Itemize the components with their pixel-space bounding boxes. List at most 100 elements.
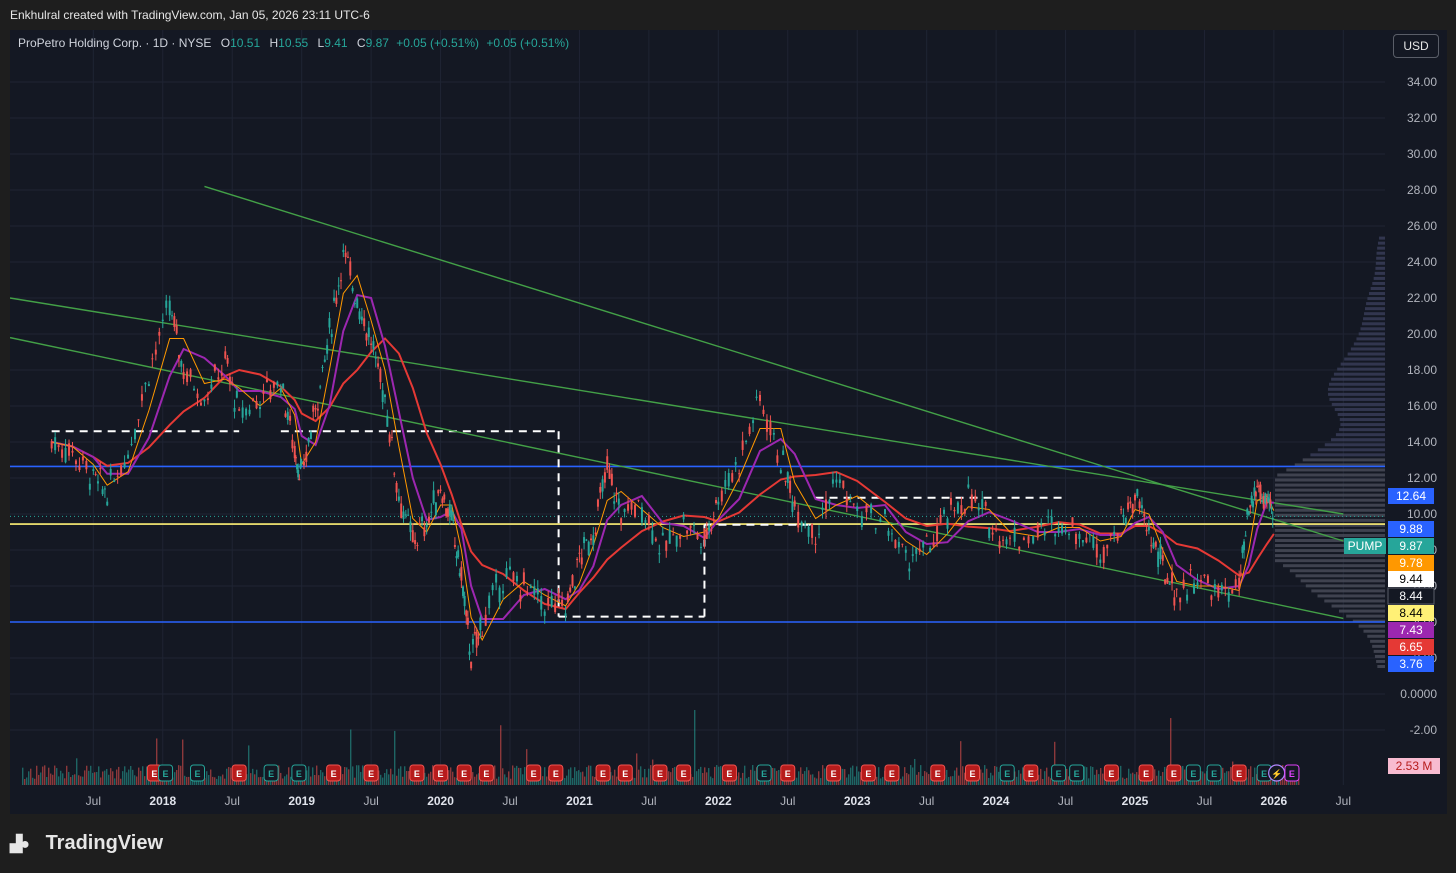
- candle-body: [800, 521, 803, 527]
- volume-bar: [378, 770, 380, 785]
- candle-body: [462, 586, 465, 596]
- volume-bar: [844, 769, 846, 785]
- volume-bar: [988, 777, 990, 785]
- candle-body: [630, 502, 633, 510]
- price-badge: [1388, 488, 1434, 504]
- candle-body: [416, 545, 419, 547]
- candle-body: [64, 447, 67, 463]
- volume-bar: [966, 778, 968, 785]
- candle-body: [57, 445, 60, 448]
- volume-bar: [358, 765, 360, 785]
- candle-body: [529, 585, 532, 589]
- candle-body: [887, 530, 890, 536]
- candle-body: [838, 479, 841, 484]
- volume-bar: [882, 776, 884, 785]
- volume-bar: [960, 741, 962, 785]
- y-tick-label: 0.0000: [1400, 687, 1437, 701]
- currency-button[interactable]: USD: [1393, 34, 1439, 58]
- candle-body: [620, 518, 623, 525]
- candle-body: [1220, 584, 1223, 591]
- volume-bar: [1134, 774, 1136, 785]
- candle-body: [393, 473, 396, 475]
- candle-body: [326, 345, 329, 354]
- candle-body: [627, 504, 630, 511]
- symbol-title[interactable]: ProPetro Holding Corp. · 1D · NYSE: [18, 36, 212, 50]
- volume-bar: [774, 768, 776, 785]
- volume-bar: [188, 776, 190, 785]
- chart-panel[interactable]: 34.00 32.00 30.00 28.00 26.00 24.00 22.00 20.00…: [10, 30, 1447, 814]
- volume-bar: [164, 778, 166, 785]
- candle-body: [911, 554, 914, 556]
- volume-bar: [398, 768, 400, 785]
- volume-bar: [114, 778, 116, 785]
- candle-body: [321, 366, 324, 368]
- volume-bar: [122, 771, 124, 785]
- candle-body: [755, 396, 758, 398]
- candle-body: [592, 535, 595, 546]
- volume-bar: [260, 776, 262, 785]
- volume-bar: [262, 777, 264, 785]
- candle-body: [74, 460, 77, 465]
- volume-bar: [1130, 773, 1132, 785]
- candle-body: [360, 316, 363, 321]
- volume-bar: [82, 776, 84, 785]
- candle-body: [439, 489, 442, 491]
- candle-body: [821, 507, 824, 510]
- price-badge: [1388, 538, 1434, 554]
- tradingview-logo[interactable]: ▟● TradingView: [10, 832, 163, 855]
- volume-bar: [1032, 778, 1034, 785]
- volume-bar: [878, 767, 880, 785]
- candle-body: [1054, 534, 1057, 537]
- volume-profile-bar: [1377, 246, 1385, 250]
- candle-body: [608, 469, 611, 479]
- earnings-event-icon: [456, 764, 472, 782]
- candle-body: [578, 552, 581, 554]
- volume-bar: [708, 768, 710, 785]
- volume-bar: [354, 777, 356, 785]
- price-badge-label: 8.44: [1399, 606, 1423, 620]
- candle-body: [1253, 487, 1256, 496]
- candle-body: [596, 499, 599, 507]
- volume-profile-bar: [1356, 337, 1385, 341]
- candle-body: [752, 420, 755, 424]
- volume-profile-bar: [1374, 654, 1385, 658]
- candle-body: [564, 613, 567, 616]
- volume-bar: [904, 767, 906, 785]
- volume-bar: [112, 771, 114, 785]
- candle-body: [365, 333, 368, 341]
- volume-profile-bar: [1275, 539, 1385, 542]
- volume-bar: [714, 766, 716, 785]
- candle-body: [400, 503, 403, 518]
- candle-body: [1173, 597, 1176, 606]
- volume-profile-bar: [1275, 518, 1385, 522]
- earnings-event-icon: [676, 764, 692, 782]
- volume-bar: [214, 777, 216, 785]
- price-chart[interactable]: 34.00 32.00 30.00 28.00 26.00 24.00 22.00 20.00…: [10, 30, 1447, 814]
- volume-bar: [212, 776, 214, 785]
- candle-body: [615, 492, 618, 494]
- volume-bar: [506, 777, 508, 785]
- candle-body: [601, 479, 604, 492]
- x-tick-label: 2021: [566, 794, 593, 808]
- candle-body: [984, 501, 987, 507]
- candle-body: [526, 593, 529, 595]
- volume-bar: [612, 775, 614, 785]
- candle-body: [811, 523, 814, 538]
- volume-profile-bar: [1275, 503, 1385, 507]
- volume-bar: [1100, 768, 1102, 785]
- volume-bar: [180, 765, 182, 785]
- volume-bar: [390, 768, 392, 785]
- candle-body: [1161, 555, 1164, 561]
- volume-profile-bar: [1370, 639, 1385, 643]
- volume-bar: [106, 768, 108, 785]
- candle-body: [475, 631, 478, 648]
- volume-bar: [950, 776, 952, 785]
- candle-body: [1250, 495, 1253, 504]
- candle-body: [94, 473, 97, 475]
- candle-body: [140, 394, 143, 401]
- volume-bar: [1120, 765, 1122, 785]
- candle-body: [342, 249, 345, 253]
- candle-body: [226, 358, 229, 364]
- candle-body: [186, 371, 189, 382]
- candle-body: [1249, 505, 1252, 508]
